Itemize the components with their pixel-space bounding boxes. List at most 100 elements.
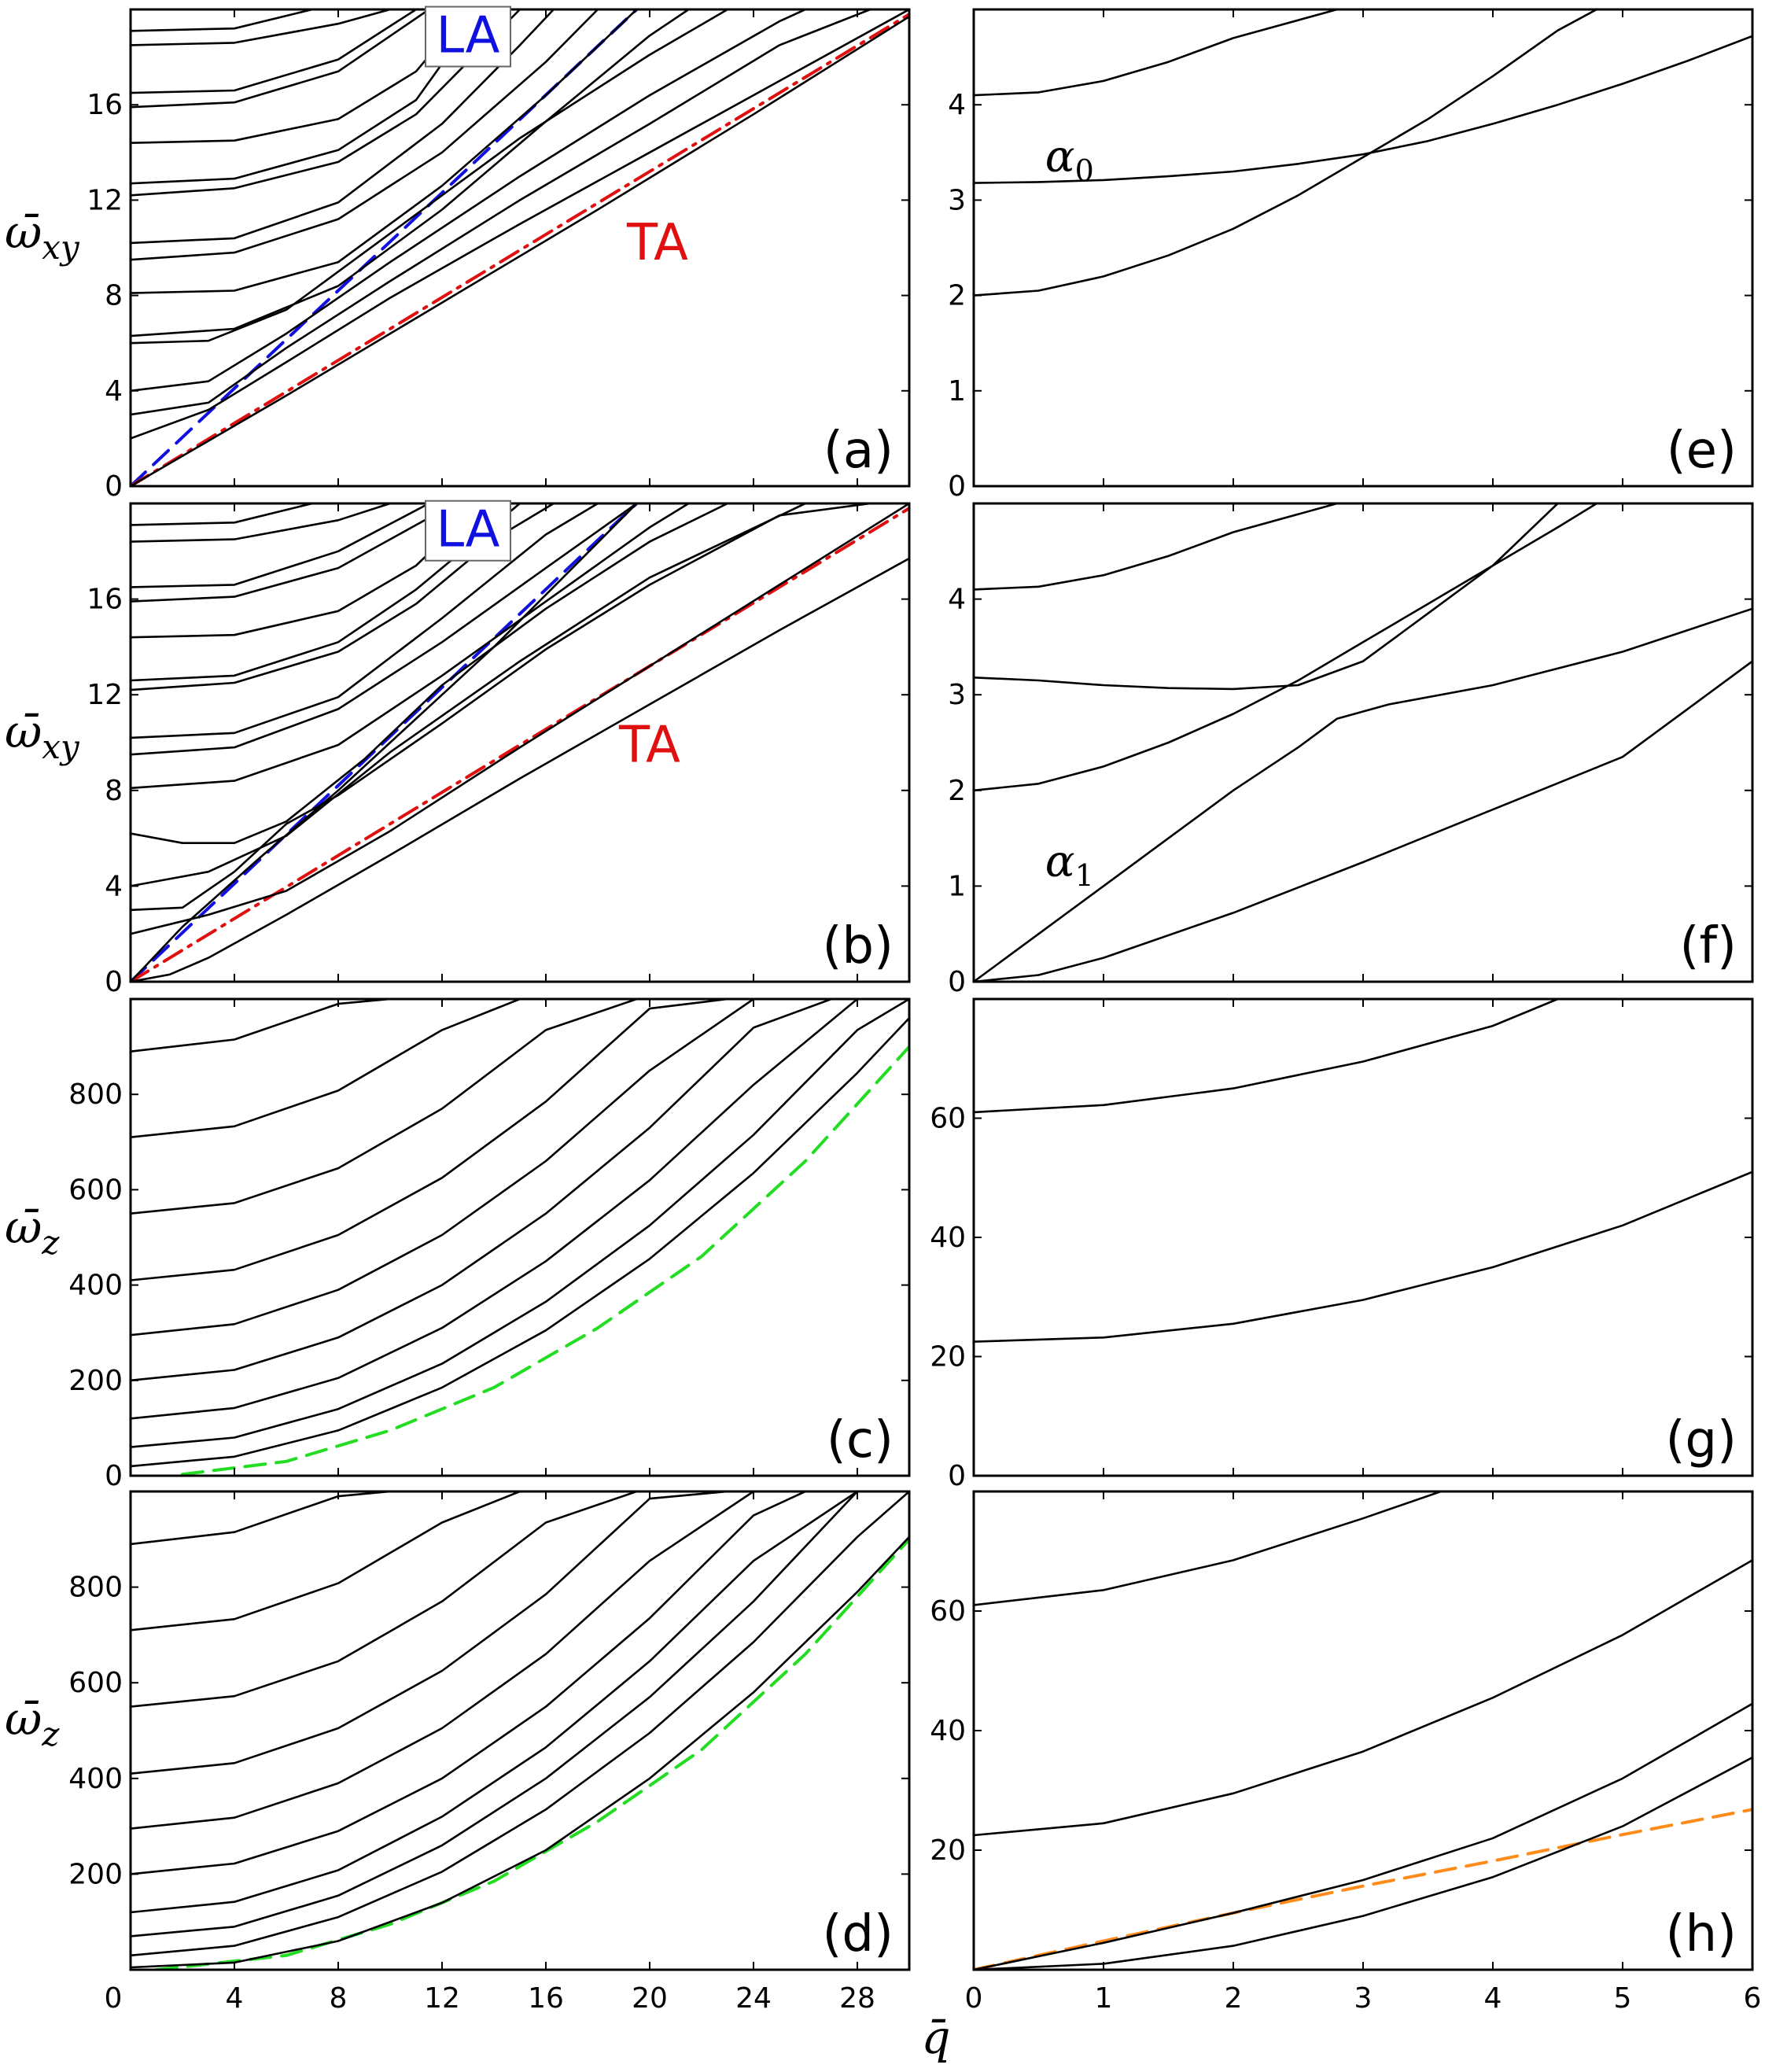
y-axis-label-c: ω̄z	[5, 1200, 60, 1262]
series-group-c	[131, 999, 909, 1476]
y-tick-label: 2	[948, 280, 966, 312]
x-tick-label: 1	[1095, 1982, 1113, 2015]
x-tick-label: 0	[965, 1982, 983, 2015]
series-a-mode-3	[131, 9, 871, 416]
series-group-a	[131, 9, 909, 486]
series-b-mode-4	[131, 503, 871, 912]
series-a-mode-4	[131, 9, 807, 393]
panel-e: 0 1 2 3 4 (e) α0	[948, 8, 1754, 503]
series-f-mode-1	[974, 660, 1752, 982]
series-a-mode-8	[131, 9, 599, 261]
series-b-mode-14	[131, 503, 430, 588]
series-h-flexural	[974, 1808, 1752, 1970]
series-b-LA	[131, 503, 639, 982]
series-b-mode-16	[131, 503, 314, 526]
y-tick-label: 800	[68, 1078, 123, 1111]
panel-d: 200 400 600 800 0 4 8 12 16 20 24 28 (d) ω̄z	[5, 1490, 911, 2015]
series-d-mode-5	[131, 1491, 807, 1875]
series-a-mode-1	[131, 15, 909, 486]
x-tick-label: 4	[1484, 1982, 1502, 2015]
y-tick-label: 3	[948, 679, 966, 711]
panel-g: 0 20 40 60 (g)	[930, 997, 1754, 1492]
series-d-mode-9	[131, 1491, 521, 1631]
y-tick-label: 0	[105, 1460, 123, 1492]
series-d-mode-1	[131, 1536, 909, 1969]
x-tick-label: 12	[424, 1982, 460, 2015]
series-e-mode-1	[974, 9, 1598, 297]
axes-frame-d	[129, 1490, 911, 1971]
series-e-mode-3	[974, 9, 1339, 97]
y-tick-label: 0	[948, 966, 966, 998]
y-tick-label: 16	[87, 584, 123, 616]
annotation-α0: α0	[1045, 131, 1094, 188]
series-f-mode-2	[974, 607, 1752, 982]
x-tick-label: 28	[839, 1982, 875, 2015]
x-axis-label: q̄	[921, 2011, 950, 2064]
y-tick-label: 0	[105, 966, 123, 998]
series-b-mode-1	[131, 557, 909, 982]
series-a-mode-7	[131, 9, 638, 294]
y-tick-label: 400	[68, 1763, 123, 1795]
y-tick-label: 200	[68, 1365, 123, 1397]
series-d-mode-3	[131, 1491, 885, 1937]
series-f-mode-3	[974, 503, 1598, 792]
axes-frame-h	[972, 1490, 1754, 1971]
y-tick-label: 0	[948, 470, 966, 503]
annotation-TA: TA	[626, 214, 688, 272]
series-group-f	[974, 503, 1752, 982]
x-tick-label: 24	[735, 1982, 772, 2015]
x-tick-label: 3	[1354, 1982, 1373, 2015]
series-e-mode-2	[974, 35, 1752, 184]
series-b-mode-6	[131, 503, 729, 844]
series-a-mode-6	[131, 9, 690, 337]
series-a-mode-16	[131, 9, 314, 32]
x-tick-label: 20	[632, 1982, 668, 2015]
series-group-d	[131, 1491, 909, 1970]
series-c-mode-6	[131, 999, 729, 1281]
annotation-LA: LA	[437, 7, 500, 65]
series-group-e	[974, 9, 1752, 297]
axes-frame-g	[972, 997, 1754, 1477]
series-c-mode-4	[131, 999, 833, 1382]
series-b-mode-15	[131, 503, 392, 543]
series-d-flexural	[155, 1537, 909, 1970]
series-group-h	[974, 1491, 1752, 1970]
y-tick-label: 3	[948, 184, 966, 216]
series-d-mode-2	[131, 1491, 909, 1957]
series-a-TA	[131, 13, 909, 486]
y-tick-label: 2	[948, 775, 966, 807]
y-tick-label: 1	[948, 375, 966, 407]
series-h-mode-1	[974, 1756, 1752, 1970]
series-f-mode-4	[974, 503, 1559, 691]
annotation-TA: TA	[618, 716, 680, 774]
panel-label-f: (f)	[1680, 917, 1737, 975]
series-c-flexural	[181, 1045, 909, 1476]
y-tick-label: 40	[930, 1222, 966, 1254]
y-tick-label: 20	[930, 1834, 966, 1867]
y-tick-label: 4	[105, 375, 123, 407]
series-a-mode-15	[131, 9, 392, 46]
y-axis-label-d: ω̄z	[5, 1692, 60, 1753]
y-tick-label: 600	[68, 1174, 123, 1206]
y-tick-label: 0	[105, 470, 123, 503]
series-group-g	[974, 999, 1752, 1343]
series-group-b	[131, 503, 909, 982]
x-tick-label: 8	[330, 1982, 348, 2015]
y-tick-label: 60	[930, 1595, 966, 1628]
panel-label-a: (a)	[824, 422, 894, 480]
panel-label-b: (b)	[822, 917, 894, 975]
y-tick-label: 4	[948, 584, 966, 616]
series-d-mode-10	[131, 1491, 392, 1546]
series-b-mode-7	[131, 503, 690, 790]
x-tick-label: 16	[528, 1982, 564, 2015]
y-tick-label: 200	[68, 1858, 123, 1890]
axes-frame-e	[972, 8, 1754, 488]
annotation-LA: LA	[437, 501, 500, 559]
x-tick-label: 2	[1225, 1982, 1243, 2015]
panel-label-h: (h)	[1666, 1905, 1737, 1963]
series-b-mode-9	[131, 503, 599, 739]
series-a-mode-5	[131, 9, 729, 345]
y-tick-label: 20	[930, 1341, 966, 1373]
series-h-mode-3	[974, 1559, 1752, 1837]
